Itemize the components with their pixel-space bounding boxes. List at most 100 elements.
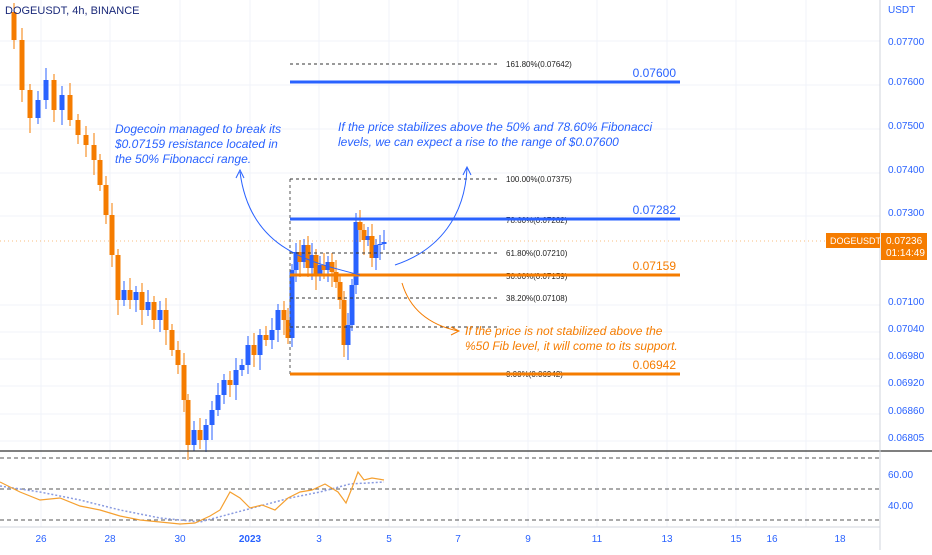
candle-body [175,350,181,365]
key-levels[interactable]: 0.07600 0.07282 0.07159 0.06942 [290,66,680,376]
candle-body [215,395,221,410]
level-label-fib50: 0.07159 [633,259,677,273]
candle-body [91,145,97,160]
time-tick: 15 [730,534,742,545]
candle-body [305,245,311,268]
price-axis[interactable]: USDT 0.07700 0.07600 0.07500 0.07400 0.0… [826,5,927,444]
candle-body [35,100,41,118]
candle-body [239,365,245,370]
arrow-down-head [450,326,461,336]
price-tick: 0.06860 [888,406,925,417]
annotation-bottom: If the price is not stabilized above the… [465,324,678,354]
current-price-tag [881,233,927,260]
candle-body [67,95,73,120]
fib-label-161-8: 161.80%(0.07642) [506,60,572,69]
price-tick: 0.07100 [888,297,925,308]
time-tick: 7 [455,534,461,545]
candle-body [345,325,351,345]
candle-body [329,262,335,272]
candle-body [373,245,379,258]
level-label-fib0: 0.06942 [633,358,677,372]
candle-body [321,265,327,270]
candle-body [11,12,17,40]
arrow-left-head [235,168,245,179]
symbol-tag-label: DOGEUSDT [830,236,882,246]
candle-body [97,160,103,185]
annotation-left-line: Dogecoin managed to break its [115,122,282,136]
fib-label-38-2: 38.20%(0.07108) [506,294,568,303]
time-tick: 28 [104,534,116,545]
candle-body [275,310,281,330]
candle-body [133,292,139,300]
candle-body [169,330,175,350]
candle-body [163,310,169,330]
price-tick: 0.06805 [888,433,925,444]
candle-body [43,80,49,100]
candlestick-series [11,3,387,460]
candle-body [19,40,25,90]
candle-body [103,185,109,215]
candle-body [51,80,57,110]
candle-body [281,310,287,320]
candle-body [139,292,145,310]
candle-body [115,255,121,300]
candle-body [157,310,163,320]
candle-body [245,345,251,365]
candle-body [257,335,263,355]
candle-body [263,335,269,340]
annotation-left-line: the 50% Fibonacci range. [115,152,252,166]
time-axis[interactable]: 26 28 30 2023 3 5 7 9 11 13 15 16 18 [35,534,846,545]
price-tick: 0.07400 [888,165,925,176]
price-tick: 0.06980 [888,351,925,362]
candle-body [121,290,127,300]
annotation-left-line: $0.07159 resistance located in [115,137,278,151]
chart-grid [0,0,880,527]
arrow-left-curve [239,171,361,276]
candle-body [127,290,133,300]
candle-body [357,222,363,230]
symbol-tag [826,233,880,248]
candle-body [337,282,343,300]
time-tick: 16 [766,534,778,545]
candle-body [191,430,197,445]
candle-body [109,215,115,255]
price-tick: 0.07700 [888,37,925,48]
arrow-down-curve [401,282,459,332]
oscillator-average-line [0,481,385,523]
candle-body [285,320,291,338]
annotation-arrows [235,165,472,336]
candle-body [251,345,257,355]
level-label-target: 0.07600 [633,66,677,80]
candle-body [27,90,33,118]
price-tick: 0.07040 [888,324,925,335]
time-tick: 11 [592,534,603,545]
axis-currency: USDT [888,5,915,16]
candle-body [361,230,367,240]
symbol-title[interactable]: DOGEUSDT, 4h, BINANCE [5,5,140,17]
candle-body [369,236,375,258]
current-price-value: 0.07236 [886,236,923,247]
oscillator-line [0,470,385,525]
annotation-left: Dogecoin managed to break its $0.07159 r… [115,122,281,167]
candle-body [233,370,239,385]
candle-body [293,252,299,270]
candle-body [145,302,151,310]
candle-body [297,252,303,262]
annotation-right: If the price stabilizes above the 50% an… [338,120,652,150]
time-tick: 26 [35,534,47,545]
time-tick: 3 [316,534,322,545]
oscillator-pane[interactable]: 60.00 40.00 [0,457,913,525]
candle-body [227,380,233,385]
candle-body [377,244,383,245]
price-tick: 0.07500 [888,121,925,132]
level-label-fib786: 0.07282 [633,203,677,217]
fib-label-61-8: 61.80%(0.07210) [506,249,568,258]
price-tick: 0.07600 [888,77,925,88]
osc-label-40: 40.00 [888,501,913,512]
time-tick: 30 [174,534,186,545]
candle-body [269,330,275,340]
annotation-right-line: levels, we can expect a rise to the rang… [338,135,619,149]
price-tick: 0.07300 [888,208,925,219]
